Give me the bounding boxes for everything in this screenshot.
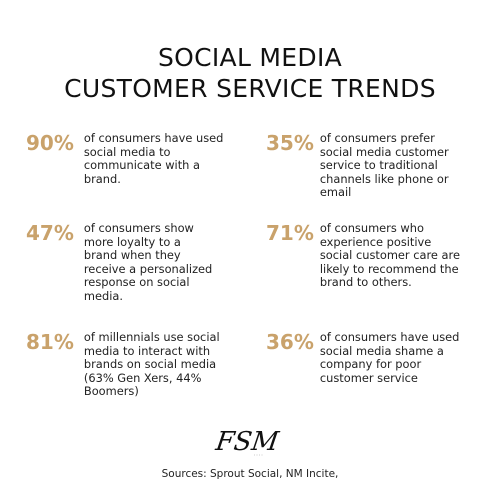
title-line-1: SOCIAL MEDIA <box>157 43 343 72</box>
stat-item: 90% of consumers have used social media … <box>26 131 241 186</box>
svg-text:FSM: FSM <box>213 427 282 457</box>
stat-description: of consumers have used social media sham… <box>319 330 460 385</box>
stat-item: 47% of consumers show more loyalty to a … <box>26 221 241 304</box>
stat-percentage: 71% <box>266 221 314 245</box>
stat-description: of consumers show more loyalty to a bran… <box>83 221 213 303</box>
stat-description: of millennials use social media to inter… <box>83 330 220 399</box>
stat-item: 35% of consumers prefer social media cus… <box>266 131 481 200</box>
stat-item: 71% of consumers who experience positive… <box>266 221 481 290</box>
stat-item: 81% of millennials use social media to i… <box>26 330 246 399</box>
stat-percentage: 47% <box>26 221 74 245</box>
stat-description: of consumers have used social media to c… <box>83 131 224 186</box>
fsm-logo-mark: FSM <box>213 427 282 457</box>
title-line-2: CUSTOMER SERVICE TRENDS <box>64 74 436 103</box>
stat-percentage: 90% <box>26 131 74 155</box>
sources-text: Sources: Sprout Social, NM Incite, <box>161 468 339 480</box>
stat-percentage: 36% <box>266 330 314 354</box>
fsm-logo: FSM <box>0 422 500 467</box>
page-title: SOCIAL MEDIA CUSTOMER SERVICE TRENDS <box>0 42 500 104</box>
stat-item: 36% of consumers have used social media … <box>266 330 486 385</box>
stat-description: of consumers prefer social media custome… <box>319 131 449 200</box>
stat-percentage: 35% <box>266 131 314 155</box>
stat-percentage: 81% <box>26 330 74 354</box>
stat-description: of consumers who experience positive soc… <box>319 221 460 290</box>
